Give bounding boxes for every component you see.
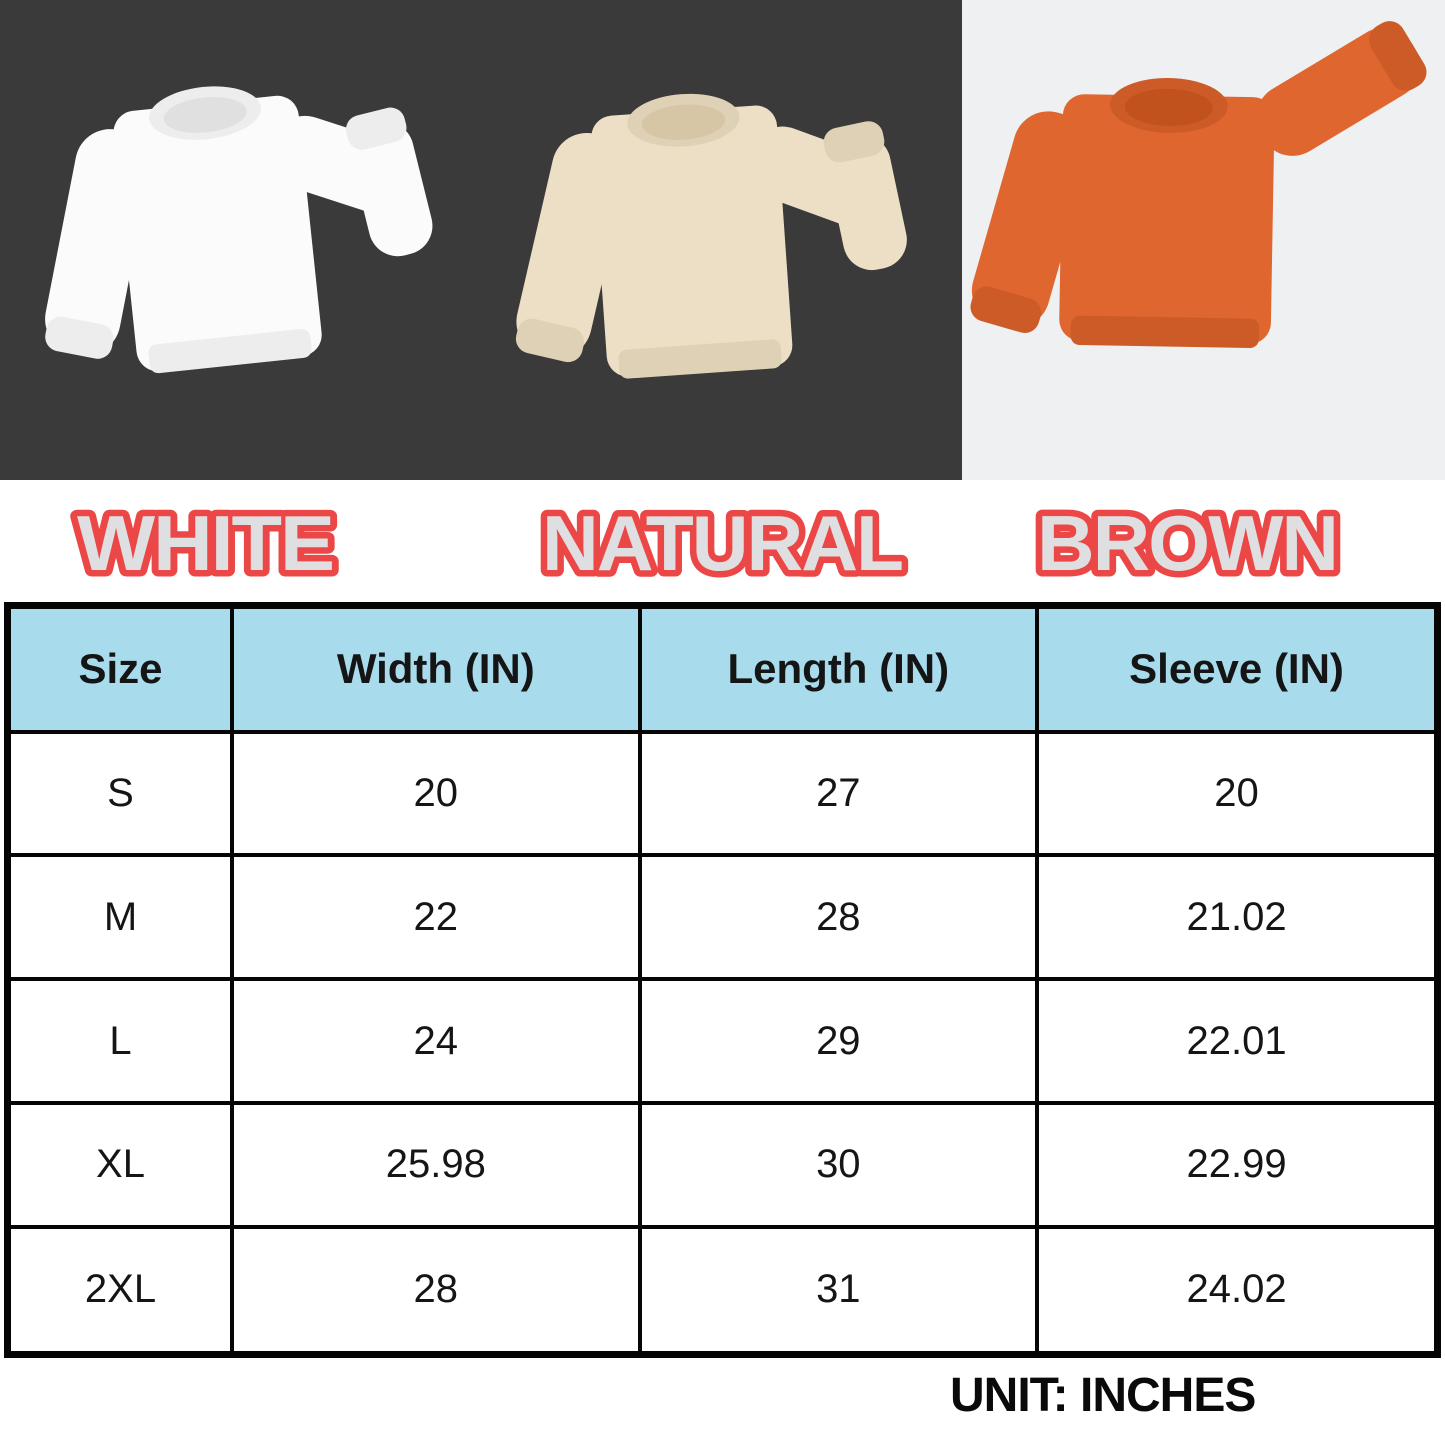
color-label-brown: BROWN bbox=[1037, 499, 1337, 587]
sweatshirt-collar bbox=[641, 104, 726, 140]
cell-size: M bbox=[5, 853, 234, 982]
column-header-length: Length (IN) bbox=[637, 603, 1040, 734]
cell-sleeve: 20 bbox=[1035, 729, 1440, 858]
table-header-row: Size Width (IN) Length (IN) Sleeve (IN) bbox=[5, 603, 1440, 734]
table-row: XL 25.98 30 22.99 bbox=[5, 1100, 1440, 1229]
cell-size: 2XL bbox=[5, 1224, 234, 1357]
table-row: L 24 29 22.01 bbox=[5, 977, 1440, 1105]
sweatshirt-body bbox=[516, 105, 907, 377]
color-label-natural: NATURAL bbox=[542, 499, 902, 587]
white-sweatshirt-photo bbox=[45, 86, 433, 374]
color-label-band: WHITE NATURAL BROWN bbox=[71, 493, 1346, 594]
cell-width: 20 bbox=[230, 729, 642, 858]
sweatshirt-collar bbox=[163, 97, 247, 133]
cell-size: L bbox=[5, 977, 234, 1105]
cell-sleeve: 24.02 bbox=[1035, 1224, 1440, 1357]
cell-sleeve: 22.99 bbox=[1035, 1100, 1440, 1229]
cell-length: 30 bbox=[637, 1100, 1040, 1229]
brown-sweatshirt-photo bbox=[970, 21, 1427, 349]
column-header-size: Size bbox=[5, 603, 234, 734]
cell-width: 22 bbox=[230, 853, 642, 982]
column-header-sleeve: Sleeve (IN) bbox=[1035, 603, 1440, 734]
cell-width: 24 bbox=[230, 977, 642, 1105]
table-row: M 22 28 21.02 bbox=[5, 853, 1440, 982]
sweatshirt-collar bbox=[1124, 88, 1213, 127]
cell-width: 28 bbox=[230, 1224, 642, 1357]
size-chart-table-wrap: Size Width (IN) Length (IN) Sleeve (IN) … bbox=[4, 602, 1441, 1358]
natural-sweatshirt-photo bbox=[515, 93, 907, 379]
cell-width: 25.98 bbox=[230, 1100, 642, 1229]
cell-length: 27 bbox=[637, 729, 1040, 858]
unit-note: UNIT: INCHES bbox=[950, 1369, 1256, 1422]
cell-sleeve: 22.01 bbox=[1035, 977, 1440, 1105]
product-photo-strip bbox=[0, 0, 1445, 480]
cell-length: 31 bbox=[637, 1224, 1040, 1357]
cell-length: 28 bbox=[637, 853, 1040, 982]
cell-sleeve: 21.02 bbox=[1035, 853, 1440, 982]
color-label-white: WHITE bbox=[77, 499, 333, 587]
cell-size: XL bbox=[5, 1100, 234, 1229]
cell-length: 29 bbox=[637, 977, 1040, 1105]
cell-size: S bbox=[5, 729, 234, 858]
table-row: 2XL 28 31 24.02 bbox=[5, 1224, 1440, 1357]
column-header-width: Width (IN) bbox=[230, 603, 642, 734]
table-row: S 20 27 20 bbox=[5, 729, 1440, 858]
size-chart-table: Size Width (IN) Length (IN) Sleeve (IN) … bbox=[4, 602, 1441, 1358]
sweatshirt-body bbox=[971, 27, 1420, 345]
